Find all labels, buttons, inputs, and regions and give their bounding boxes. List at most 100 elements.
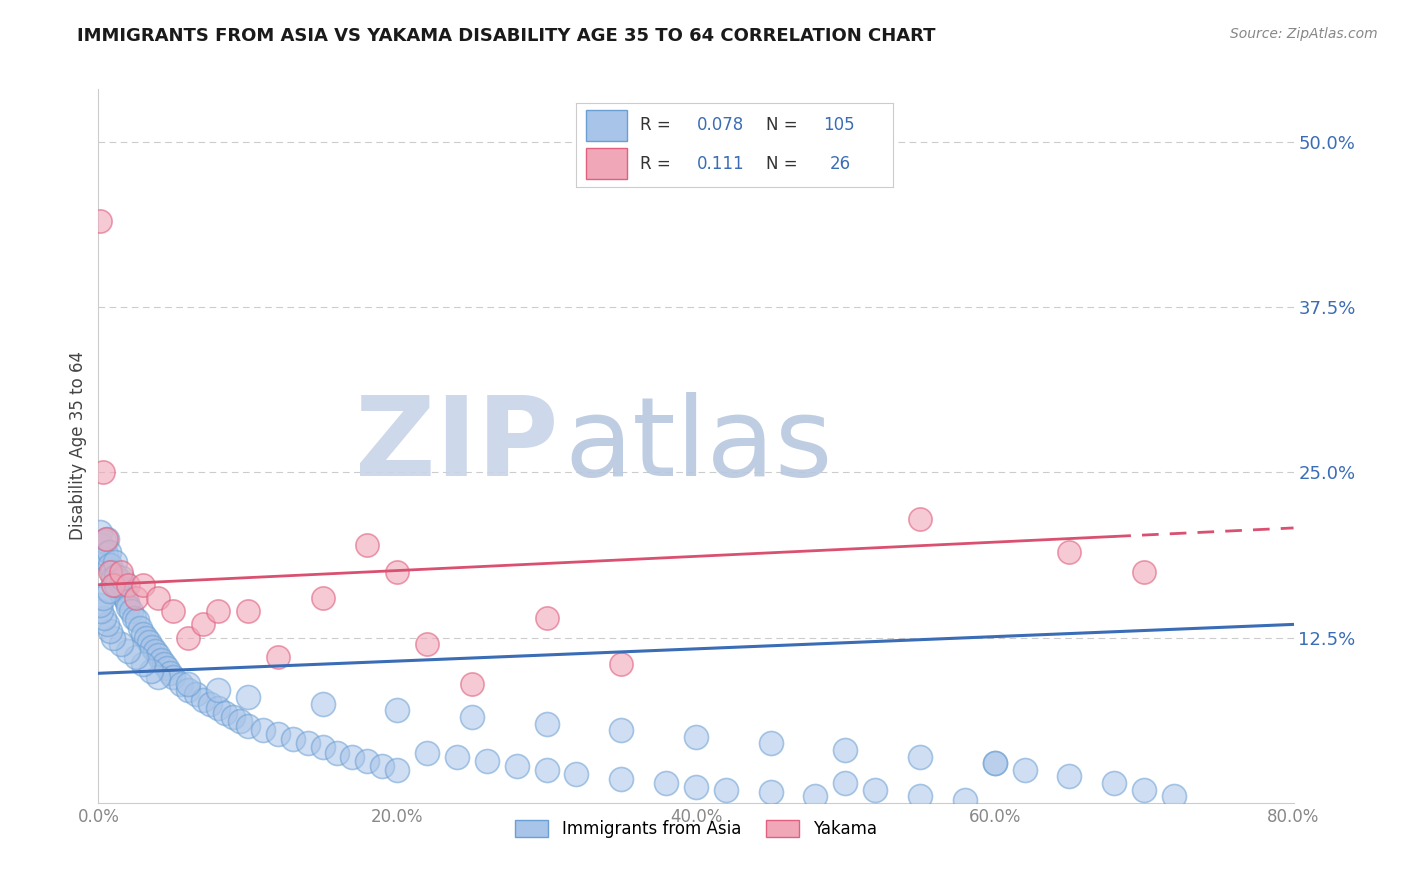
- Point: [536, 716, 558, 731]
- Text: N =: N =: [766, 154, 808, 172]
- Point: [1059, 769, 1081, 783]
- Point: [714, 782, 737, 797]
- Bar: [586, 111, 627, 141]
- Point: [759, 736, 782, 750]
- Point: [117, 644, 139, 658]
- Point: [416, 637, 439, 651]
- Legend: Immigrants from Asia, Yakama: Immigrants from Asia, Yakama: [509, 813, 883, 845]
- Point: [111, 571, 134, 585]
- Point: [207, 604, 229, 618]
- Text: atlas: atlas: [565, 392, 832, 500]
- Point: [103, 631, 125, 645]
- Point: [311, 697, 333, 711]
- Point: [90, 604, 112, 618]
- Text: R =: R =: [640, 117, 676, 135]
- Point: [536, 763, 558, 777]
- Text: R =: R =: [640, 154, 681, 172]
- Point: [135, 631, 157, 645]
- Point: [342, 749, 364, 764]
- Point: [110, 574, 132, 588]
- Point: [104, 555, 127, 569]
- Text: 0.111: 0.111: [697, 154, 744, 172]
- Point: [148, 670, 170, 684]
- Point: [132, 578, 155, 592]
- Text: IMMIGRANTS FROM ASIA VS YAKAMA DISABILITY AGE 35 TO 64 CORRELATION CHART: IMMIGRANTS FROM ASIA VS YAKAMA DISABILIT…: [77, 27, 936, 45]
- Point: [89, 214, 111, 228]
- Point: [93, 534, 115, 549]
- Point: [97, 545, 120, 559]
- Point: [98, 558, 122, 572]
- Point: [385, 565, 409, 579]
- Point: [98, 565, 122, 579]
- Point: [139, 664, 162, 678]
- Point: [565, 766, 588, 780]
- Point: [191, 617, 214, 632]
- Point: [267, 727, 290, 741]
- Point: [1104, 776, 1126, 790]
- Point: [446, 749, 468, 764]
- Point: [132, 626, 155, 640]
- Point: [416, 746, 439, 760]
- Point: [759, 785, 782, 799]
- Point: [177, 631, 200, 645]
- Point: [1133, 782, 1156, 797]
- Point: [475, 754, 498, 768]
- Point: [953, 793, 976, 807]
- Point: [93, 611, 115, 625]
- Point: [311, 591, 333, 605]
- Point: [236, 690, 259, 704]
- Y-axis label: Disability Age 35 to 64: Disability Age 35 to 64: [69, 351, 87, 541]
- Point: [1059, 545, 1081, 559]
- Point: [207, 683, 229, 698]
- Point: [385, 763, 409, 777]
- Point: [159, 666, 181, 681]
- Point: [610, 723, 633, 738]
- Point: [141, 640, 163, 654]
- Text: 26: 26: [830, 154, 851, 172]
- Point: [229, 714, 252, 728]
- Point: [804, 789, 827, 804]
- Point: [908, 789, 931, 804]
- Point: [177, 683, 200, 698]
- Point: [148, 591, 170, 605]
- Point: [96, 532, 118, 546]
- Point: [1133, 565, 1156, 579]
- Text: 105: 105: [824, 117, 855, 135]
- Point: [108, 581, 131, 595]
- Point: [124, 611, 146, 625]
- Point: [169, 677, 191, 691]
- Point: [655, 776, 678, 790]
- Point: [111, 587, 134, 601]
- Point: [103, 571, 125, 585]
- Point: [200, 697, 222, 711]
- Text: Source: ZipAtlas.com: Source: ZipAtlas.com: [1230, 27, 1378, 41]
- Point: [222, 710, 245, 724]
- Point: [127, 614, 149, 628]
- Point: [129, 621, 152, 635]
- Point: [252, 723, 274, 738]
- Point: [105, 578, 128, 592]
- Point: [236, 719, 259, 733]
- Point: [461, 710, 484, 724]
- Point: [834, 743, 856, 757]
- Point: [984, 756, 1007, 771]
- Point: [177, 677, 200, 691]
- Point: [96, 617, 118, 632]
- Point: [281, 732, 304, 747]
- Point: [120, 604, 142, 618]
- Point: [125, 650, 148, 665]
- Point: [162, 604, 184, 618]
- Point: [94, 547, 117, 561]
- Point: [371, 759, 394, 773]
- Point: [326, 746, 349, 760]
- Point: [685, 780, 707, 794]
- Point: [356, 754, 378, 768]
- Point: [91, 551, 114, 566]
- Point: [105, 568, 128, 582]
- Point: [115, 595, 138, 609]
- Point: [125, 591, 148, 605]
- Point: [207, 700, 229, 714]
- Point: [138, 634, 160, 648]
- Point: [356, 538, 378, 552]
- Point: [89, 524, 111, 539]
